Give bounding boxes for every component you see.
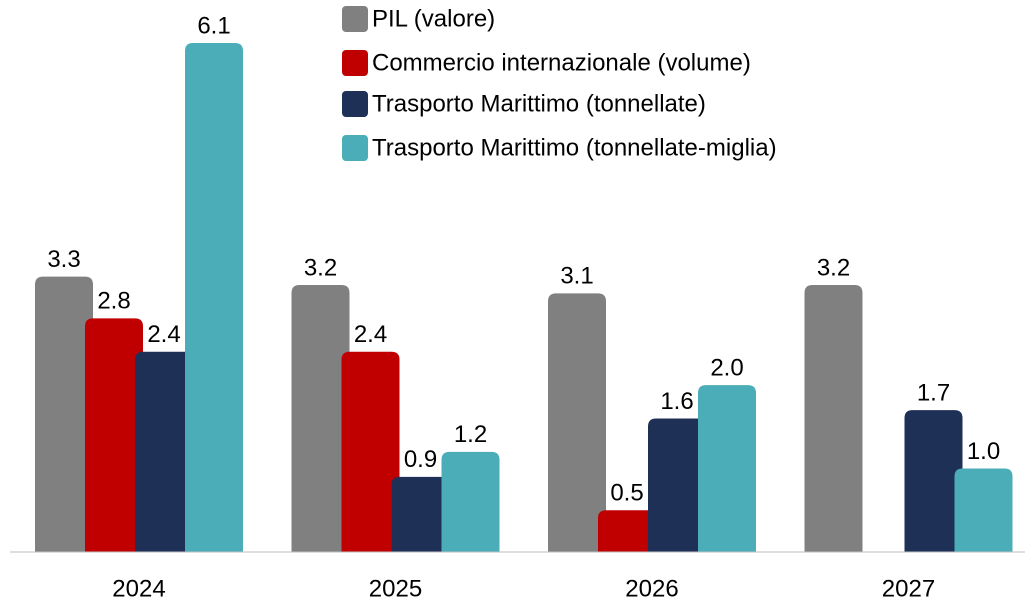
bar: [804, 284, 863, 552]
value-label: 0.9: [404, 446, 437, 473]
x-tick-label: 2027: [882, 575, 935, 602]
value-label: 2.4: [354, 321, 387, 348]
legend-swatch: [342, 50, 368, 76]
bar: [648, 418, 706, 552]
bar: [904, 410, 963, 552]
legend-label: Commercio internazionale (volume): [372, 49, 751, 76]
legend-swatch: [342, 135, 368, 161]
value-label: 2.4: [147, 321, 180, 348]
x-tick-label: 2024: [112, 575, 165, 602]
legend-swatch: [342, 91, 368, 117]
value-label: 2.0: [710, 354, 743, 381]
bar: [548, 293, 606, 552]
legend-label: PIL (valore): [372, 5, 495, 32]
legend-label: Trasporto Marittimo (tonnellate-miglia): [372, 134, 777, 161]
value-label: 1.0: [967, 438, 1000, 465]
bar: [698, 385, 756, 552]
value-label: 3.1: [560, 263, 593, 290]
bar: [185, 43, 243, 552]
bar: [291, 284, 350, 552]
value-label: 1.2: [454, 421, 487, 448]
bar: [135, 351, 193, 552]
value-label: 1.7: [917, 379, 950, 406]
value-label: 3.2: [304, 254, 337, 281]
value-label: 0.5: [610, 480, 643, 507]
bar: [441, 451, 500, 552]
legend-label: Trasporto Marittimo (tonnellate): [372, 90, 706, 117]
value-label: 3.2: [817, 254, 850, 281]
bar: [598, 510, 656, 552]
value-label: 3.3: [47, 246, 80, 273]
bar: [954, 468, 1013, 552]
bar: [35, 276, 93, 552]
bar: [85, 318, 143, 552]
value-label: 1.6: [660, 388, 693, 415]
x-tick-label: 2025: [369, 575, 422, 602]
bar: [341, 351, 400, 552]
legend-swatch: [342, 6, 368, 32]
value-label: 6.1: [197, 12, 230, 39]
value-label: 2.8: [97, 288, 130, 315]
x-tick-label: 2026: [625, 575, 678, 602]
bar: [391, 476, 450, 552]
